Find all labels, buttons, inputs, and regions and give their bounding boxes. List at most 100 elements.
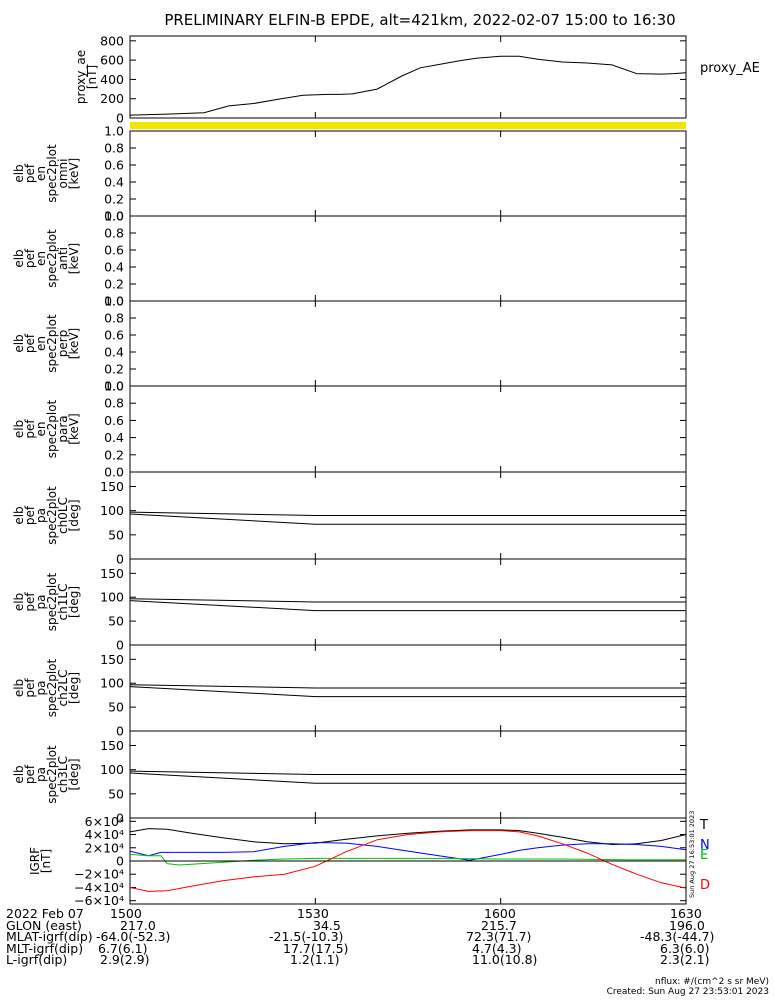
y-tick-label: 6×10⁴ — [85, 814, 124, 829]
row-mlat-value: -48.3(-44.7) — [640, 929, 715, 944]
row-date-value: 1630 — [670, 906, 702, 921]
y-tick-label: 0.8 — [104, 396, 124, 411]
row-glon-value: 196.0 — [669, 917, 705, 933]
y-axis-label: elb — [12, 765, 26, 783]
y-axis-label: elb — [12, 249, 26, 267]
row-mlt-value: 4.7(4.3) — [472, 940, 522, 956]
y-tick-label: 0.0 — [104, 209, 124, 224]
y-axis-label: en — [34, 251, 48, 266]
row-mlat-value: -64.0(-52.3) — [96, 929, 171, 944]
y-tick-label: −2×10⁴ — [74, 867, 124, 882]
panel-frame — [129, 385, 687, 473]
row-mlt-value: 17.7(17.5) — [283, 940, 349, 956]
y-axis-label: [deg] — [67, 672, 81, 704]
row-mlt-value: 6.3(6.0) — [660, 940, 710, 956]
y-axis-label: [nT] — [39, 849, 53, 873]
y-tick-label: 4×10⁴ — [85, 827, 124, 842]
y-axis-label: pa — [34, 767, 48, 782]
y-tick-label: 0.8 — [104, 311, 124, 326]
y-axis-label: [deg] — [67, 759, 81, 791]
y-tick-label: 50 — [108, 527, 124, 542]
y-axis-label: [keV] — [67, 158, 81, 189]
row-date-value: 1500 — [110, 906, 142, 921]
y-axis-label: ch1LC — [56, 584, 70, 621]
y-tick-label: 0.4 — [104, 345, 124, 360]
y-axis-label: pa — [34, 681, 48, 696]
series-line-0 — [129, 55, 687, 116]
status-bar — [130, 122, 686, 129]
series-line-1 — [129, 686, 686, 698]
y-tick-label: 0.4 — [104, 430, 124, 445]
y-axis-label: elb — [12, 334, 26, 352]
y-tick-label: 0 — [116, 811, 124, 826]
y-tick-label: 0.2 — [104, 362, 124, 377]
plot-title: PRELIMINARY ELFIN-B EPDE, alt=421km, 202… — [164, 11, 675, 29]
y-tick-label: 50 — [108, 700, 124, 715]
y-axis-label: IGRF — [28, 847, 42, 875]
y-axis-label: pef — [23, 248, 37, 268]
y-tick-label: 0.0 — [104, 294, 124, 309]
y-tick-label: 0.6 — [104, 413, 124, 428]
row-l-value: 2.3(2.1) — [660, 952, 710, 967]
series-line-e — [129, 853, 686, 866]
y-tick-label: 0.8 — [104, 141, 124, 156]
y-axis-label: spec2plot — [45, 144, 59, 203]
row-mlat: MLAT-igrf(dip) -64.0(-52.3) -21.5(-10.3)… — [0, 931, 775, 943]
y-tick-label: 0.6 — [104, 158, 124, 173]
y-axis-label: [deg] — [67, 586, 81, 618]
y-axis-label: elb — [12, 506, 26, 524]
row-mlt: MLT-igrf(dip) 6.7(6.1) 17.7(17.5) 4.7(4.… — [0, 940, 775, 956]
y-tick-label: 0.2 — [104, 192, 124, 207]
row-glon: GLON (east) 217.0 34.5 215.7 196.0 — [0, 917, 775, 933]
y-axis-label: [keV] — [67, 413, 81, 444]
y-tick-label: 150 — [100, 652, 124, 667]
y-axis-label: [keV] — [67, 328, 81, 359]
y-tick-label: 0 — [116, 638, 124, 653]
y-tick-label: 1.0 — [104, 379, 124, 394]
row-glon-label: GLON (east) — [6, 917, 82, 933]
y-axis-label: pa — [34, 595, 48, 610]
row-l-label: L-igrf(dip) — [6, 952, 68, 967]
y-axis-label: pef — [23, 592, 37, 612]
series-line-1 — [129, 600, 686, 612]
y-axis-label: pef — [23, 419, 37, 439]
y-axis-label: perp — [56, 330, 70, 358]
y-axis-label: spec2plot — [45, 745, 59, 804]
y-axis-label: omni — [56, 159, 70, 189]
y-axis-label: pa — [34, 508, 48, 523]
y-tick-label: 1.0 — [104, 209, 124, 224]
panel-frame — [129, 215, 687, 302]
row-glon-value: 215.7 — [481, 917, 517, 933]
row-mlt-label: MLT-igrf(dip) — [6, 940, 84, 956]
y-tick-label: 400 — [100, 72, 124, 87]
series-line-t — [129, 828, 687, 846]
y-tick-label: 100 — [100, 676, 124, 691]
y-axis-label: ch0LC — [56, 497, 70, 534]
series-line-0 — [129, 511, 686, 516]
y-tick-label: 600 — [100, 53, 124, 68]
y-tick-label: 100 — [100, 503, 124, 518]
y-axis-label: ch3LC — [56, 756, 70, 793]
footer-flux-units: nflux: #/(cm^2 s sr MeV) — [655, 977, 769, 987]
legend-n: N — [700, 838, 710, 853]
y-tick-label: 0 — [116, 552, 124, 567]
y-tick-label: 0.0 — [104, 465, 124, 480]
series-line-0 — [129, 598, 686, 603]
row-date: 2022 Feb 07 1500 1530 1600 1630 — [0, 908, 775, 920]
y-tick-label: 200 — [100, 91, 124, 106]
y-tick-label: 100 — [100, 762, 124, 777]
y-axis-label: para — [56, 415, 70, 442]
panel-3: 0.0 0.2 0.4 0.6 0.8 1.0 elbpefenspec2plotperp[… — [12, 294, 687, 394]
row-date-value: 1600 — [484, 906, 516, 921]
y-axis-label: spec2plot — [45, 486, 59, 545]
y-axis-label: anti — [56, 247, 70, 270]
y-axis-label: elb — [12, 420, 26, 438]
y-tick-label: 150 — [100, 479, 124, 494]
y-axis-label: spec2plot — [45, 314, 59, 373]
row-mlt-value: 6.7(6.1) — [98, 940, 148, 956]
